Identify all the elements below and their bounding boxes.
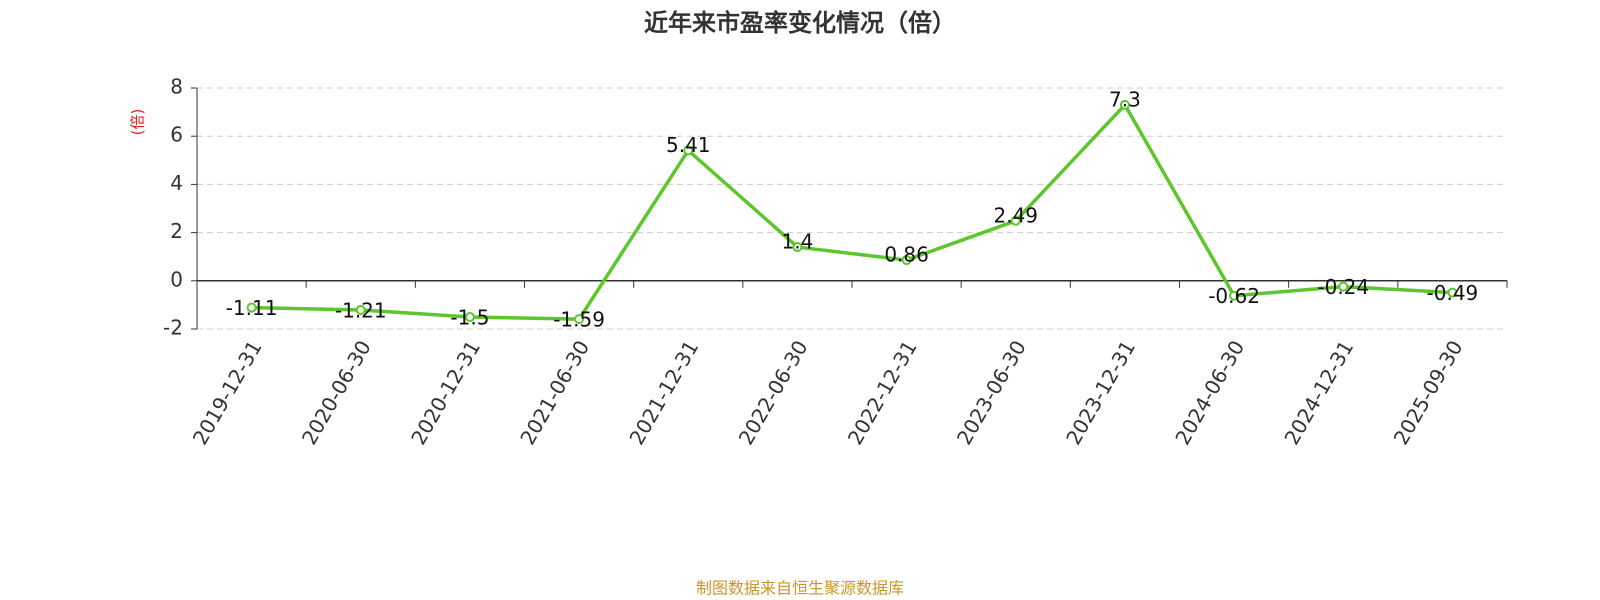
point (901, 255, 912, 266)
x-tick-label: 2025-09-30 (1389, 336, 1468, 449)
data-label: 1.4 (782, 230, 814, 254)
y-tick-label: 2 (170, 219, 183, 243)
x-tick-label: 2019-12-31 (188, 336, 267, 449)
point (1447, 287, 1458, 298)
y-tick-label: 4 (170, 171, 183, 195)
x-tick-label: 2021-12-31 (624, 336, 703, 449)
data-label: -1.11 (226, 296, 278, 320)
data-label: -0.24 (1317, 275, 1369, 299)
point (1010, 215, 1021, 226)
x-tick-label: 2022-12-31 (843, 336, 922, 449)
x-tick-label: 2023-12-31 (1061, 336, 1140, 449)
data-label: -1.59 (553, 308, 605, 332)
y-tick-label: 6 (170, 123, 183, 147)
point (246, 302, 257, 313)
point (683, 145, 694, 156)
chart-title: 近年来市盈率变化情况（倍） (644, 9, 956, 37)
x-tick-label: 2020-12-31 (406, 336, 485, 449)
data-label: 7.3 (1109, 87, 1141, 111)
point (792, 242, 803, 253)
point (1338, 281, 1349, 292)
data-label: 5.41 (666, 133, 711, 157)
point (355, 304, 366, 315)
line (251, 103, 1453, 321)
data-label: 0.86 (884, 243, 929, 267)
x-tick-label: 2021-06-30 (515, 336, 594, 449)
data-label: -0.62 (1208, 284, 1260, 308)
y-tick-label: 0 (170, 267, 183, 291)
source-note: 制图数据来自恒生聚源数据库 (696, 579, 904, 598)
x-tick-label: 2022-06-30 (734, 336, 813, 449)
data-label: 2.49 (993, 203, 1038, 227)
data-label: -1.21 (335, 298, 387, 322)
point (574, 314, 585, 325)
data-label: -0.49 (1427, 281, 1479, 305)
y-axis-label: (倍) (129, 109, 147, 136)
point (1229, 290, 1240, 301)
x-tick-label: 2024-06-30 (1170, 336, 1249, 449)
point (464, 311, 475, 322)
x-tick-label: 2024-12-31 (1279, 336, 1358, 449)
y-tick-label: -2 (163, 316, 183, 340)
x-tick-label: 2023-06-30 (952, 336, 1031, 449)
y-tick-label: 8 (170, 75, 183, 99)
x-tick-label: 2020-06-30 (297, 336, 376, 449)
point (1119, 99, 1130, 110)
data-label: -1.5 (450, 305, 489, 329)
